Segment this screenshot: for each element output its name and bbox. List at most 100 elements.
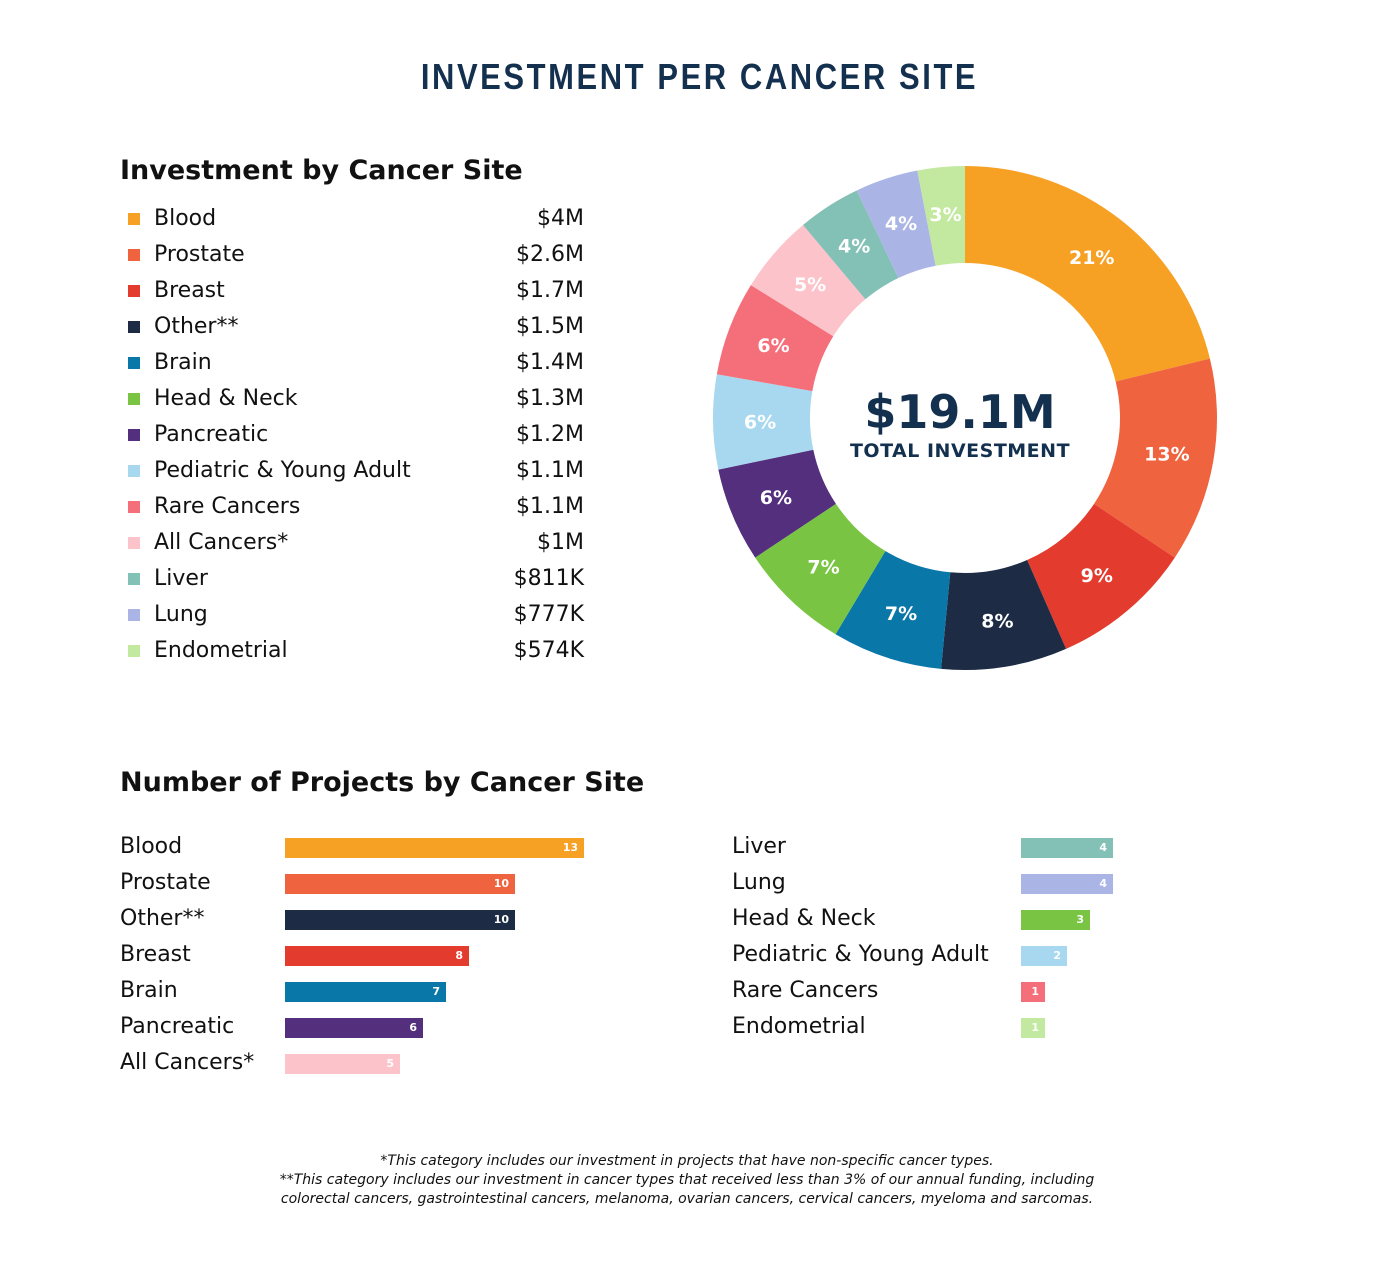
footnote-all-cancers: *This category includes our investment i… [380,1153,994,1169]
project-bar: 10 [285,910,515,930]
donut-slice-label: 7% [807,556,839,578]
legend-amount: $1.1M [516,458,584,483]
project-bar: 5 [285,1054,400,1074]
donut-slice-breast [1027,503,1175,649]
project-name: Blood [120,834,183,859]
projects-bar-chart-right: Liver 4 Lung 4 Head & Neck 3 Pediatric & Young… [732,829,1152,1045]
donut-slice-label: 4% [885,213,917,235]
investment-legend: Blood $4M Prostate $2.6M Breast $1.7M Other** $… [120,201,590,669]
donut-slice-brain [835,550,951,669]
donut-slice-label: 13% [1144,444,1189,466]
legend-swatch [128,573,140,585]
footnote-other-line-1: **This category includes our investment … [279,1172,1095,1188]
project-row-pancreatic: Pancreatic 6 [120,1009,600,1045]
project-count: 2 [1053,949,1061,962]
legend-name: Brain [154,350,212,375]
donut-slice-pediatric-young-adult [713,374,814,470]
project-name: Other** [120,906,205,931]
project-count: 5 [386,1057,394,1070]
project-bar: 1 [1021,1018,1045,1038]
project-row-blood: Blood 13 [120,829,600,865]
legend-swatch [128,537,140,549]
project-count: 10 [493,913,509,926]
donut-slice-lung [856,170,936,279]
project-name: Rare Cancers [732,978,879,1003]
project-name: Endometrial [732,1014,866,1039]
project-count: 4 [1099,841,1107,854]
donut-slice-label: 6% [760,487,792,509]
project-name: Prostate [120,870,211,895]
donut-slice-head-neck [755,503,886,635]
donut-slice-label: 21% [1069,247,1114,269]
legend-amount: $1.1M [516,494,584,519]
project-count: 6 [409,1021,417,1034]
legend-name: Pancreatic [154,422,269,447]
project-name: Liver [732,834,786,859]
project-row-other: Other** 10 [120,901,600,937]
donut-slice-label: 6% [757,335,789,357]
project-name: Lung [732,870,786,895]
project-count: 4 [1099,877,1107,890]
footnote-other-line-2: colorectal cancers, gastrointestinal can… [280,1191,1094,1207]
project-row-breast: Breast 8 [120,937,600,973]
project-count: 1 [1031,985,1039,998]
legend-item-prostate: Prostate $2.6M [120,237,590,273]
legend-swatch [128,285,140,297]
donut-slice-label: 8% [981,610,1013,632]
legend-swatch [128,501,140,513]
donut-slice-endometrial [917,166,965,266]
legend-item-liver: Liver $811K [120,561,590,597]
legend-swatch [128,465,140,477]
legend-amount: $777K [513,602,584,627]
donut-slice-blood [965,166,1210,382]
project-bar: 8 [285,946,469,966]
legend-item-breast: Breast $1.7M [120,273,590,309]
legend-swatch [128,645,140,657]
legend-item-rare-cancers: Rare Cancers $1.1M [120,489,590,525]
project-name: Pancreatic [120,1014,235,1039]
donut-slice-all-cancers [750,224,866,337]
legend-amount: $811K [513,566,584,591]
project-bar: 6 [285,1018,423,1038]
legend-swatch [128,213,140,225]
donut-slice-label: 7% [885,603,917,625]
project-name: Breast [120,942,191,967]
project-bar: 4 [1021,838,1113,858]
legend-name: Prostate [154,242,245,267]
project-bar: 4 [1021,874,1113,894]
project-count: 7 [432,985,440,998]
legend-amount: $1.4M [516,350,584,375]
legend-item-pancreatic: Pancreatic $1.2M [120,417,590,453]
legend-amount: $1M [537,530,584,555]
donut-slice-other [941,559,1067,670]
legend-name: Blood [154,206,217,231]
legend-name: Lung [154,602,208,627]
legend-item-brain: Brain $1.4M [120,345,590,381]
investment-section-title: Investment by Cancer Site [120,155,523,186]
legend-name: Other** [154,314,239,339]
project-bar: 2 [1021,946,1067,966]
legend-swatch [128,393,140,405]
legend-item-blood: Blood $4M [120,201,590,237]
donut-slice-label: 6% [744,411,776,433]
legend-name: All Cancers* [154,530,289,555]
legend-name: Rare Cancers [154,494,301,519]
project-count: 8 [455,949,463,962]
donut-slice-label: 3% [929,204,961,226]
project-count: 13 [562,841,578,854]
project-bar: 7 [285,982,446,1002]
legend-amount: $1.3M [516,386,584,411]
legend-amount: $574K [513,638,584,663]
project-row-rare-cancers: Rare Cancers 1 [732,973,1152,1009]
projects-section-title: Number of Projects by Cancer Site [120,767,645,798]
legend-item-endometrial: Endometrial $574K [120,633,590,669]
donut-slice-label: 9% [1081,565,1113,587]
project-row-brain: Brain 7 [120,973,600,1009]
legend-swatch [128,249,140,261]
project-count: 1 [1031,1021,1039,1034]
legend-item-pediatric-young-adult: Pediatric & Young Adult $1.1M [120,453,590,489]
donut-slice-liver [803,190,899,300]
project-name: Head & Neck [732,906,876,931]
project-name: All Cancers* [120,1050,255,1075]
donut-slice-prostate [1094,358,1217,558]
